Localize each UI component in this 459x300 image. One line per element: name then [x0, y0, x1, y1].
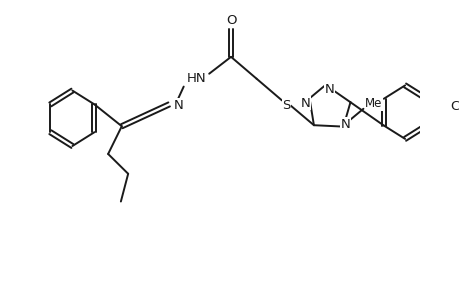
Text: N: N — [300, 97, 310, 110]
Text: S: S — [282, 99, 290, 112]
Text: O: O — [225, 14, 236, 27]
Text: HN: HN — [186, 72, 206, 85]
Text: N: N — [324, 83, 333, 96]
Text: N: N — [340, 118, 349, 131]
Text: N: N — [174, 99, 183, 112]
Text: Me: Me — [364, 97, 382, 110]
Text: Cl: Cl — [449, 100, 459, 113]
